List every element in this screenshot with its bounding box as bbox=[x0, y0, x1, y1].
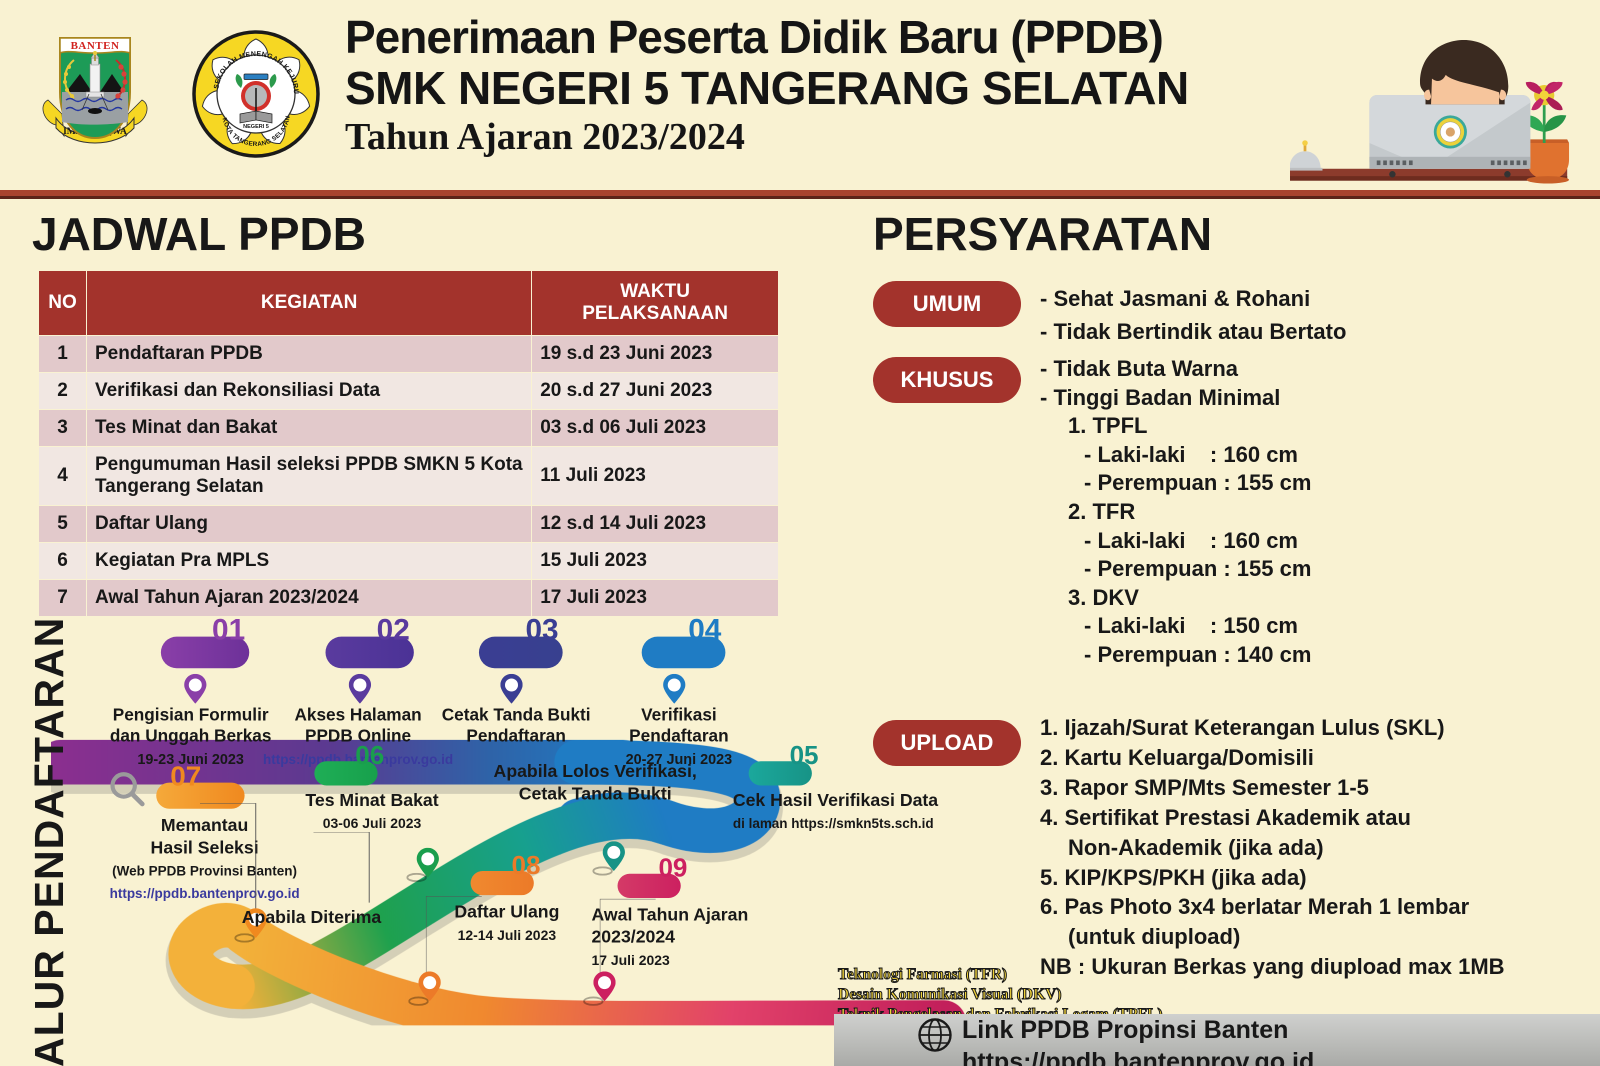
svg-text:BANTEN: BANTEN bbox=[71, 40, 120, 52]
svg-text:NEGERI 5: NEGERI 5 bbox=[243, 124, 269, 130]
